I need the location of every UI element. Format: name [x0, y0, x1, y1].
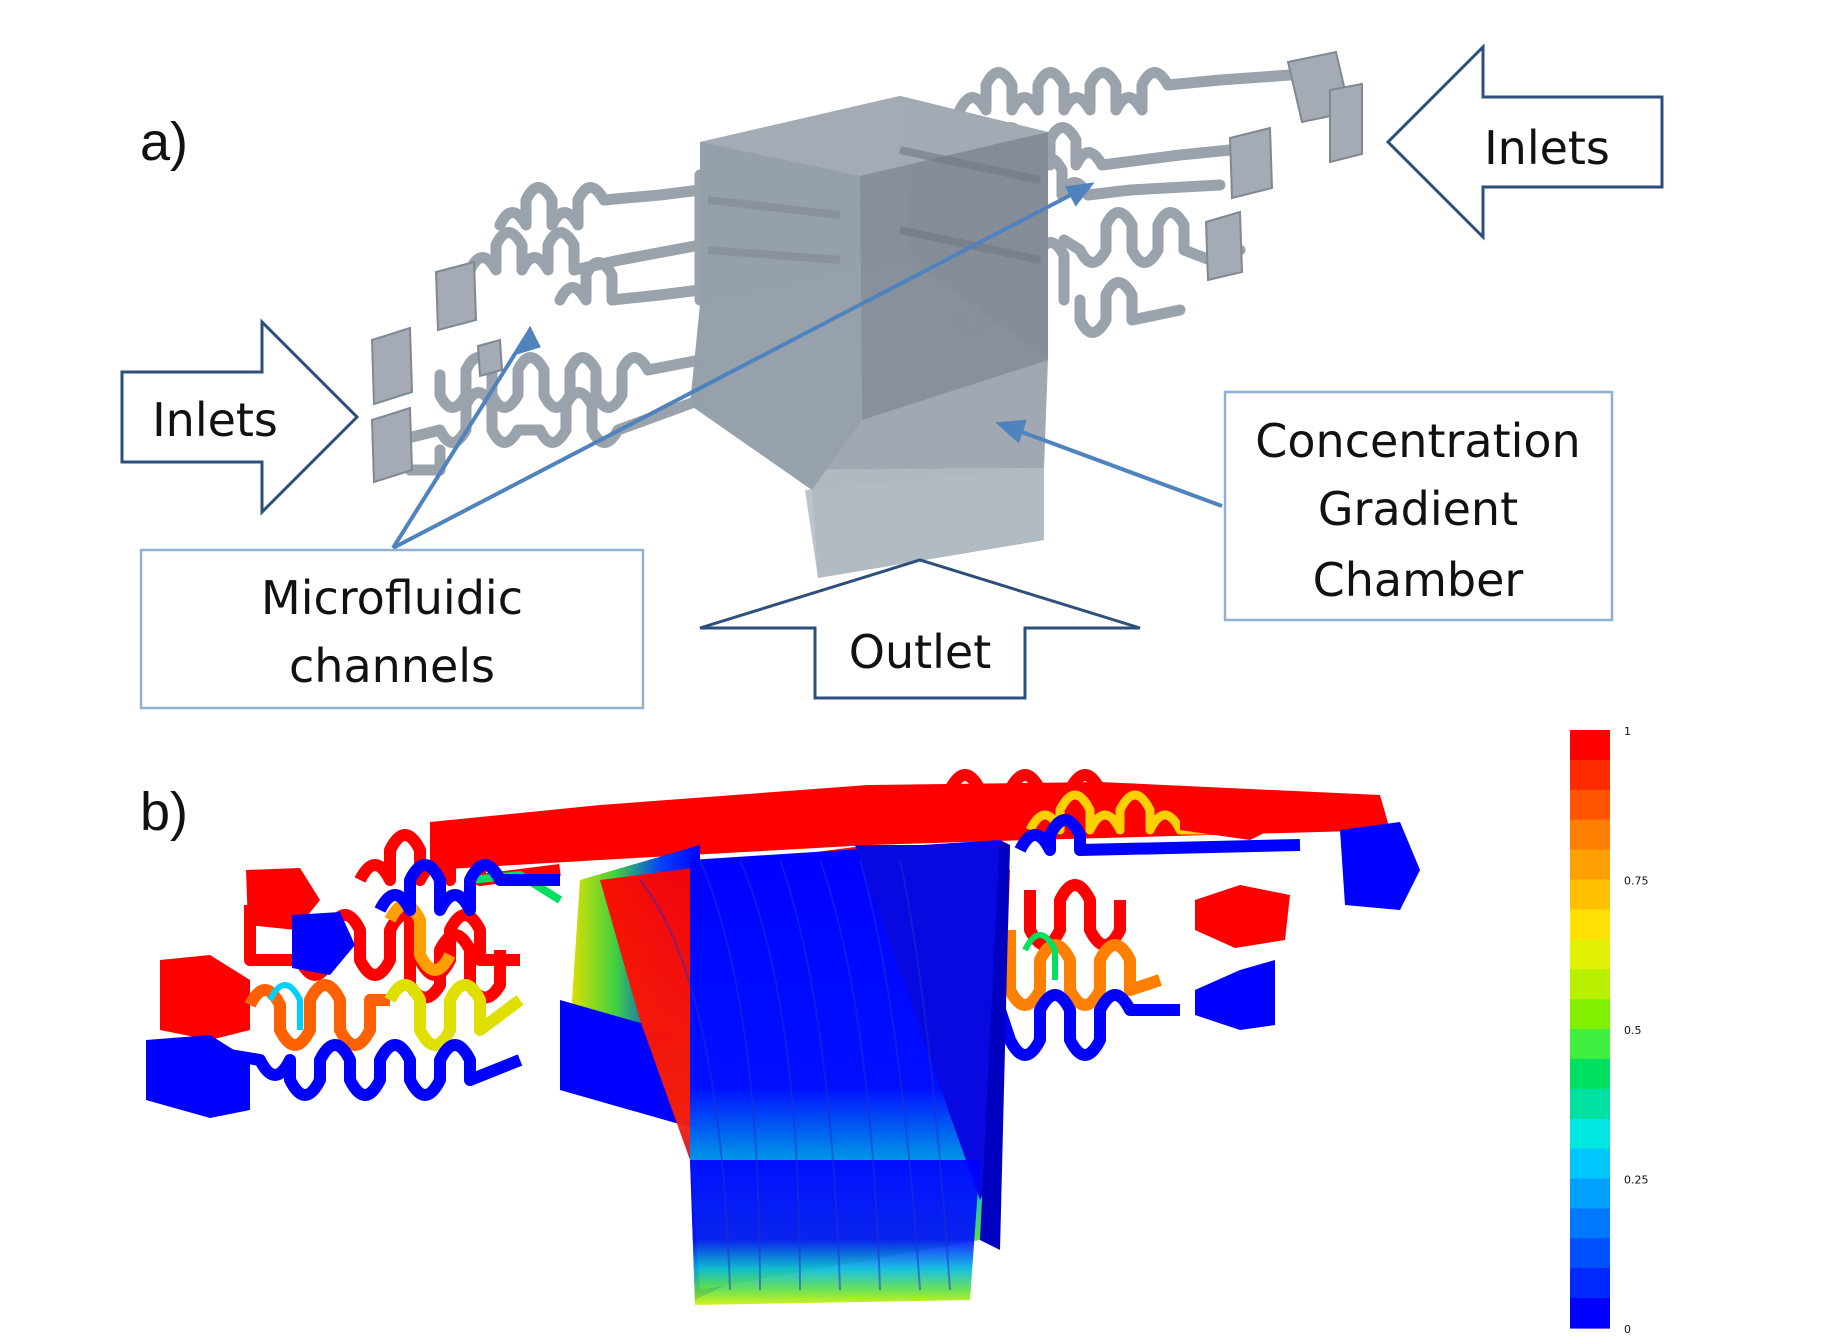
colorbar-tick-label: 0.25 — [1624, 1174, 1649, 1187]
left-channel-network — [394, 169, 706, 476]
microfluidic-callout: Microfluidic channels — [139, 548, 645, 710]
colorbar-cell — [1570, 789, 1610, 821]
device-3d-model — [370, 50, 1363, 578]
gradient-chamber-3d — [690, 96, 1048, 578]
colorbar-tick-label: 1 — [1624, 725, 1631, 738]
microfluidic-label-line1: Microfluidic — [261, 571, 523, 625]
colorbar-cell — [1570, 1238, 1610, 1269]
pointer-lines — [391, 182, 1223, 550]
inlets-right-arrow: Inlets — [1385, 43, 1664, 241]
colorbar-cell — [1570, 1058, 1610, 1090]
microfluidic-label-line2: channels — [289, 639, 495, 693]
inlets-left-arrow: Inlets — [120, 318, 360, 516]
colorbar-tick-label: 0 — [1624, 1323, 1631, 1336]
panel-a: a) — [120, 43, 1664, 710]
colorbar-cell — [1570, 909, 1610, 940]
panel-b: b) — [140, 725, 1649, 1336]
colorbar-cell — [1570, 1268, 1610, 1299]
colorbar-cell — [1570, 1088, 1610, 1120]
colorbar-cell — [1570, 879, 1610, 910]
right-inlet-blocks — [1204, 50, 1363, 282]
colorbar-cell — [1570, 999, 1610, 1030]
colorbar-cell — [1570, 1298, 1610, 1329]
chamber-label-line3: Chamber — [1313, 553, 1524, 607]
inlets-right-label: Inlets — [1484, 121, 1610, 175]
chamber-label-line2: Gradient — [1318, 482, 1518, 536]
colorbar-cell — [1570, 1029, 1610, 1060]
outlet-label: Outlet — [849, 625, 992, 679]
inlets-left-label: Inlets — [152, 393, 278, 447]
chamber-callout: Concentration Gradient Chamber — [1223, 390, 1614, 622]
outlet-arrow: Outlet — [699, 558, 1141, 700]
colorbar-cell — [1570, 819, 1610, 851]
chamber-label-line1: Concentration — [1255, 414, 1580, 468]
colorbar-cell — [1570, 730, 1610, 761]
colorbar-cell — [1570, 1118, 1610, 1150]
panel-b-label: b) — [140, 782, 188, 842]
left-inlet-blocks — [370, 260, 504, 484]
colorbar-cell — [1570, 759, 1610, 791]
panel-a-label: a) — [140, 112, 188, 172]
colorbar-cell — [1570, 969, 1610, 1000]
colorbar-cell — [1570, 1178, 1610, 1209]
colorbar-tick-label: 0.75 — [1624, 875, 1649, 888]
colorbar: 1 0.75 0.5 0.25 0 — [1570, 725, 1649, 1336]
colorbar-cell — [1570, 939, 1610, 970]
simulation-render — [146, 769, 1420, 1305]
colorbar-cell — [1570, 1208, 1610, 1239]
colorbar-cell — [1570, 849, 1610, 881]
colorbar-cell — [1570, 1148, 1610, 1180]
colorbar-tick-label: 0.5 — [1624, 1024, 1642, 1037]
